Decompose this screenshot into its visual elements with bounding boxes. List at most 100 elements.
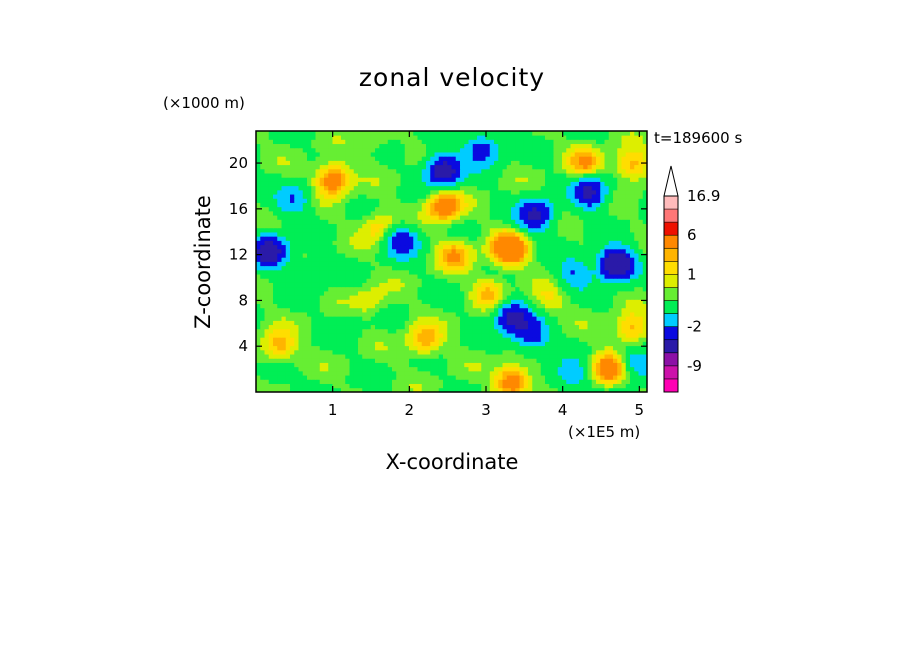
field-cell — [413, 316, 418, 321]
field-cell — [294, 379, 299, 384]
field-cell — [358, 181, 363, 187]
field-cell — [366, 387, 372, 392]
field-cell — [630, 185, 635, 191]
field-cell — [625, 354, 631, 359]
field-cell — [634, 227, 639, 233]
field-cell — [332, 286, 338, 292]
field-cell — [566, 358, 571, 363]
field-cell — [494, 379, 499, 384]
field-cell — [600, 265, 605, 271]
field-cell — [511, 316, 516, 321]
field-cell — [523, 198, 529, 203]
field-cell — [409, 379, 414, 384]
field-cell — [557, 303, 563, 309]
field-cell — [477, 223, 482, 229]
field-cell — [489, 299, 495, 304]
field-cell — [404, 295, 410, 300]
field-cell — [455, 232, 461, 237]
field-cell — [642, 307, 647, 313]
field-cell — [570, 286, 576, 292]
field-cell — [443, 248, 448, 254]
field-cell — [545, 387, 550, 392]
field-cell — [519, 375, 525, 380]
field-cell — [634, 244, 639, 250]
field-cell — [472, 366, 478, 372]
field-cell — [336, 261, 342, 267]
field-cell — [375, 274, 380, 279]
field-cell — [341, 303, 346, 309]
field-cell — [379, 303, 384, 309]
field-cell — [370, 324, 376, 330]
field-cell — [315, 265, 321, 271]
field-cell — [587, 379, 593, 384]
field-cell — [375, 282, 380, 288]
field-cell — [468, 215, 474, 220]
field-cell — [438, 240, 444, 246]
field-cell — [370, 387, 376, 392]
field-cell — [617, 341, 622, 347]
field-cell — [545, 181, 550, 187]
field-cell — [536, 194, 542, 199]
field-cell — [281, 379, 287, 384]
field-cell — [443, 202, 448, 208]
field-cell — [438, 248, 444, 254]
field-cell — [600, 227, 605, 233]
field-cell — [562, 383, 567, 389]
field-cell — [519, 358, 525, 363]
field-cell — [366, 215, 372, 220]
field-cell — [625, 223, 631, 229]
field-cell — [256, 257, 261, 262]
field-cell — [545, 290, 550, 296]
field-cell — [591, 312, 597, 317]
field-cell — [608, 253, 614, 258]
field-cell — [383, 375, 389, 380]
field-cell — [358, 219, 363, 225]
field-cell — [528, 227, 533, 233]
field-cell — [545, 349, 550, 355]
field-cell — [375, 219, 380, 225]
field-cell — [421, 181, 427, 187]
field-cell — [532, 337, 537, 342]
field-cell — [472, 202, 478, 208]
field-cell — [434, 282, 440, 288]
field-cell — [570, 345, 576, 351]
field-cell — [307, 261, 312, 267]
field-cell — [638, 240, 644, 246]
field-cell — [485, 358, 491, 363]
field-cell — [515, 286, 520, 292]
field-cell — [587, 349, 593, 355]
field-cell — [574, 164, 580, 170]
field-cell — [311, 274, 316, 279]
field-cell — [421, 337, 427, 342]
field-cell — [494, 253, 499, 258]
field-cell — [498, 232, 503, 237]
field-cell — [443, 177, 448, 182]
field-cell — [604, 278, 610, 283]
field-cell — [596, 248, 601, 254]
field-cell — [549, 227, 554, 233]
field-cell — [545, 240, 550, 246]
field-cell — [642, 278, 647, 283]
field-cell — [362, 316, 367, 321]
field-cell — [396, 383, 401, 389]
field-cell — [362, 362, 367, 368]
field-cell — [311, 337, 316, 342]
field-cell — [481, 219, 486, 225]
field-cell — [302, 295, 308, 300]
field-cell — [451, 282, 457, 288]
field-cell — [396, 387, 401, 392]
field-cell — [515, 181, 520, 187]
field-cell — [549, 168, 554, 174]
field-cell — [579, 282, 584, 288]
field-cell — [290, 189, 295, 195]
field-cell — [298, 261, 304, 267]
field-cell — [506, 185, 512, 191]
field-cell — [358, 261, 363, 267]
field-cell — [540, 320, 546, 326]
field-cell — [328, 303, 333, 309]
field-cell — [353, 248, 359, 254]
field-cell — [421, 236, 427, 241]
field-cell — [608, 286, 614, 292]
field-cell — [260, 269, 265, 275]
field-cell — [319, 210, 325, 216]
